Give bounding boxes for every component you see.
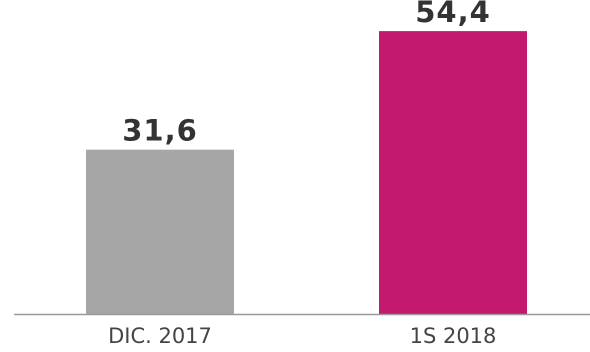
category-label-1: 1S 2018 — [410, 324, 497, 348]
bar-1 — [379, 31, 527, 315]
bar-0 — [86, 149, 234, 314]
bars-group — [86, 31, 527, 315]
category-label-0: DIC. 2017 — [108, 324, 212, 348]
value-label-1: 54,4 — [415, 0, 491, 29]
value-labels-group: 31,6 54,4 — [122, 0, 491, 148]
category-labels-group: DIC. 2017 1S 2018 — [108, 324, 496, 348]
value-label-0: 31,6 — [122, 114, 198, 148]
